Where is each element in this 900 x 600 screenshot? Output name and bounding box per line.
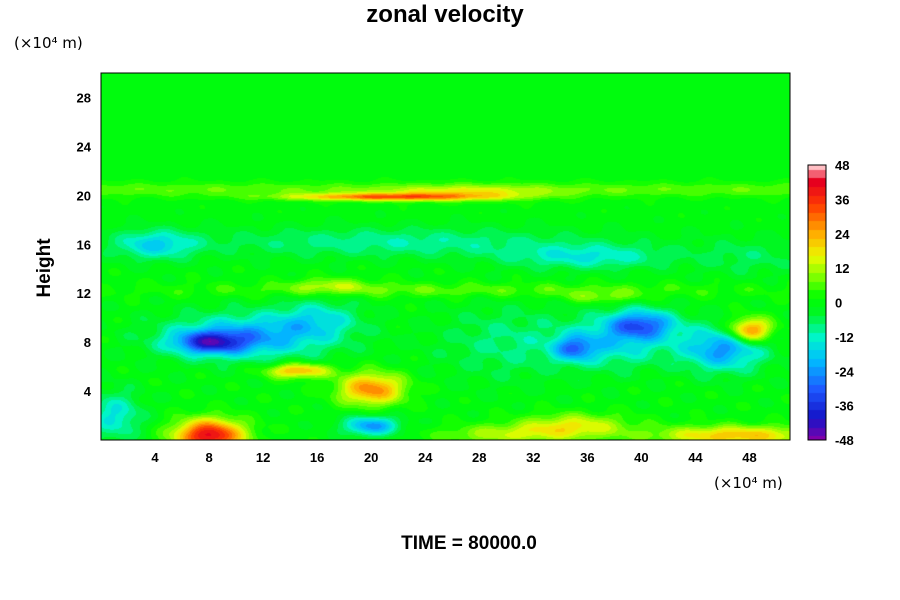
x-tick-label: 40	[634, 450, 648, 465]
colorbar-tick-label: 36	[835, 192, 849, 207]
x-tick-label: 8	[205, 450, 212, 465]
colorbar-tick-label: 24	[835, 227, 850, 242]
x-axis-unit: (×10⁴ m)	[714, 474, 783, 492]
x-tick-label: 44	[688, 450, 703, 465]
y-tick-label: 8	[84, 335, 91, 350]
y-tick-label: 12	[77, 286, 91, 301]
x-tick-label: 36	[580, 450, 594, 465]
colorbar-tick-label: 0	[835, 296, 842, 311]
colorbar-tick-label: -36	[835, 399, 854, 414]
y-axis-label: Height	[34, 238, 55, 298]
velocity-field	[101, 73, 790, 440]
colorbar-tick-labels: 48 36 24 12 0 -12 -24 -36 -48	[835, 158, 855, 448]
y-tick-label: 4	[84, 384, 92, 399]
plot-frame	[100, 72, 791, 441]
y-tick-label: 16	[77, 237, 91, 252]
x-tick-label: 48	[742, 450, 756, 465]
x-tick-labels: 4 8 12 16 20 24 28 32 36 40 44 48	[151, 450, 756, 465]
x-tick-label: 16	[310, 450, 324, 465]
x-tick-label: 24	[418, 450, 433, 465]
colorbar-tick-label: -24	[835, 364, 855, 379]
x-tick-label: 32	[526, 450, 540, 465]
colorbar-frame	[807, 164, 827, 441]
x-tick-label: 4	[151, 450, 159, 465]
chart-title: zonal velocity	[366, 1, 524, 28]
colorbar-tick-label: -12	[835, 330, 854, 345]
x-tick-label: 28	[472, 450, 486, 465]
colorbar-gradient	[808, 165, 826, 440]
y-tick-labels: 4 8 12 16 20 24 28	[77, 90, 92, 399]
y-tick-label: 24	[77, 139, 92, 154]
y-axis-unit: (×10⁴ m)	[14, 34, 83, 52]
x-tick-label: 12	[256, 450, 270, 465]
colorbar-tick-label: 12	[835, 261, 849, 276]
x-tick-label: 20	[364, 450, 378, 465]
colorbar-tick-label: 48	[835, 158, 849, 173]
y-tick-label: 20	[77, 188, 91, 203]
y-tick-label: 28	[77, 90, 91, 105]
colorbar-tick-label: -48	[835, 433, 854, 448]
time-label: TIME = 80000.0	[401, 533, 537, 554]
colorbar: 48 36 24 12 0 -12 -24 -36 -48	[807, 158, 855, 448]
plot-area	[100, 72, 791, 441]
